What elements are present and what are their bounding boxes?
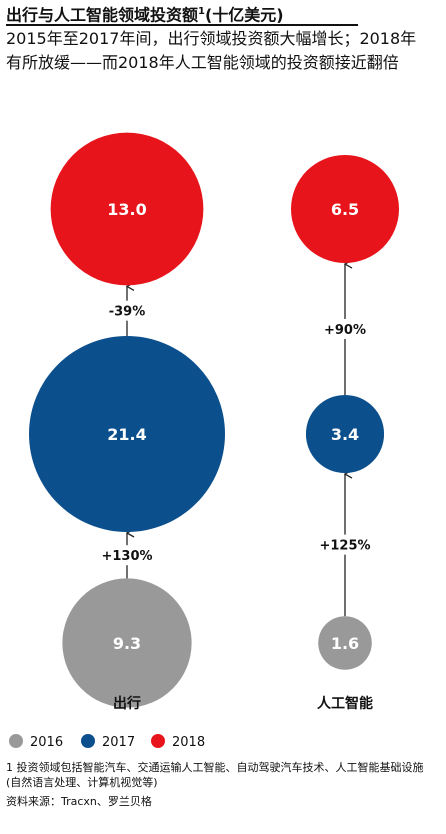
legend-label: 2016 (30, 735, 63, 750)
change-label: +125% (319, 539, 370, 554)
footnote: 1 投资领域包括智能汽车、交通运输人工智能、自动驾驶汽车技术、人工智能基础设施(… (6, 761, 424, 789)
bubble-value-label: 6.5 (331, 200, 359, 219)
legend-swatch-2018 (151, 734, 165, 748)
title-underline (6, 24, 358, 26)
bubble-value-label: 13.0 (107, 200, 146, 219)
bubble-2016 (318, 616, 372, 670)
legend-swatch-2017 (81, 734, 95, 748)
legend-swatch-2016 (9, 734, 23, 748)
change-label: -39% (109, 305, 146, 320)
bubble-value-label: 3.4 (331, 425, 359, 444)
change-label: +130% (101, 549, 152, 564)
source-note: 资料来源：Tracxn、罗兰贝格 (6, 795, 152, 808)
bubble-value-label: 9.3 (113, 634, 141, 653)
title-footnote-marker: 1 (198, 6, 205, 17)
legend: 2016 2017 2018 (9, 734, 205, 750)
bubble-value-label: 1.6 (331, 634, 359, 653)
chart-subtitle: 2015年至2017年间，出行领域投资额大幅增长；2018年有所放缓——而201… (6, 29, 417, 72)
change-label: +90% (324, 323, 366, 338)
bubble-2017 (29, 336, 225, 532)
change-label-bg (319, 534, 371, 555)
title-unit: (十亿美元) (204, 5, 284, 25)
group-label: 出行 (113, 695, 141, 712)
title-text: 出行与人工智能领域投资额 (6, 5, 199, 25)
bubbles-layer: +130% -39% 9.3 21.4 13.0 出行 +125% +90% 1.6 3.4 6.5… (29, 132, 400, 712)
chart-title: 出行与人工智能领域投资额1(十亿美元) (6, 2, 426, 25)
legend-label: 2017 (102, 735, 135, 750)
bubble-2018 (50, 132, 204, 286)
change-label-bg (101, 300, 153, 321)
change-label-bg (101, 545, 153, 566)
bubble-value-label: 21.4 (107, 425, 146, 444)
bubble-2018 (290, 154, 400, 264)
group-label: 人工智能 (317, 695, 373, 712)
legend-label: 2018 (172, 735, 205, 750)
bubble-2016 (62, 578, 192, 708)
change-label-bg (319, 318, 371, 339)
bubble-2017 (305, 394, 385, 474)
